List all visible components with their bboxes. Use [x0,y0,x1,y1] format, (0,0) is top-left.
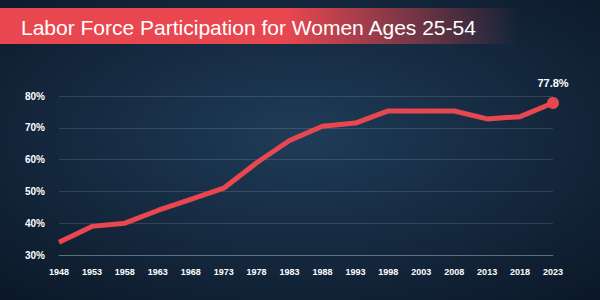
svg-text:30%: 30% [25,250,45,261]
svg-text:1963: 1963 [148,267,168,277]
svg-text:1948: 1948 [49,267,69,277]
svg-text:1993: 1993 [345,267,365,277]
svg-text:2018: 2018 [510,267,530,277]
svg-text:40%: 40% [25,218,45,229]
svg-text:60%: 60% [25,154,45,165]
svg-text:77.8%: 77.8% [537,77,568,89]
svg-text:2008: 2008 [444,267,464,277]
svg-text:1998: 1998 [378,267,398,277]
svg-text:1953: 1953 [82,267,102,277]
svg-text:70%: 70% [25,122,45,133]
svg-text:1983: 1983 [280,267,300,277]
svg-text:1958: 1958 [115,267,135,277]
svg-text:1968: 1968 [181,267,201,277]
svg-text:2023: 2023 [543,267,563,277]
svg-text:1978: 1978 [247,267,267,277]
svg-text:50%: 50% [25,186,45,197]
svg-text:2003: 2003 [411,267,431,277]
svg-text:1973: 1973 [214,267,234,277]
svg-text:80%: 80% [25,91,45,102]
svg-text:Labor Force Participation for: Labor Force Participation for Women Ages… [21,16,476,39]
svg-text:2013: 2013 [477,267,497,277]
svg-text:1988: 1988 [312,267,332,277]
